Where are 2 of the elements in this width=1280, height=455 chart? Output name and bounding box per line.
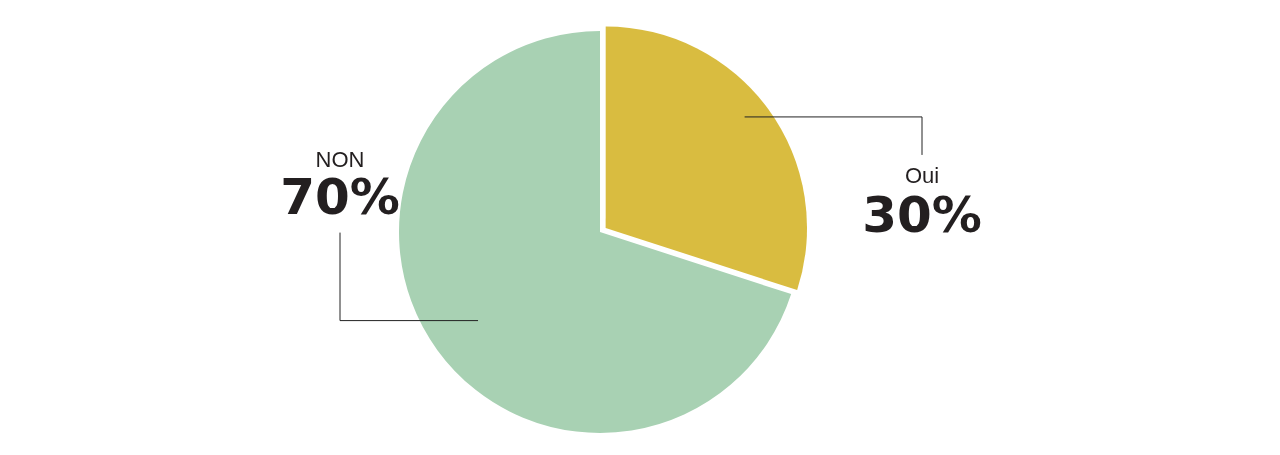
data-label: 30% — [862, 185, 982, 244]
slice-label: Oui — [904, 163, 940, 188]
